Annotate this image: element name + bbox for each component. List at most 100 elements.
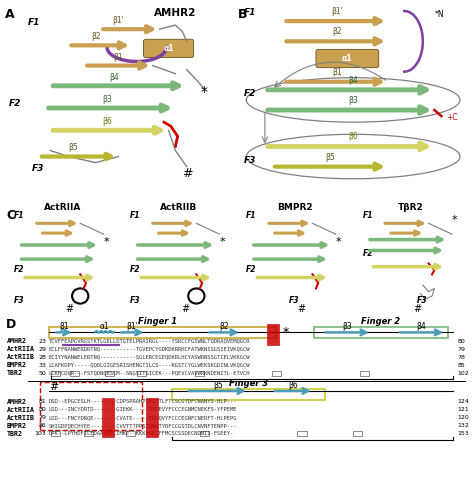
Text: β1': β1' — [331, 7, 343, 16]
Text: β6: β6 — [288, 381, 298, 390]
Text: AMHR2: AMHR2 — [7, 399, 27, 405]
Bar — [84, 431, 93, 436]
Text: β1: β1 — [332, 68, 342, 77]
Text: LCAFKDPY-----QQDLGIGESRISHENGTILCS----KGSTCYGLWEKSKGDINLVKQGCW: LCAFKDPY-----QQDLGIGESRISHENGTILCS----KG… — [49, 363, 250, 368]
Text: 120: 120 — [457, 415, 469, 420]
Text: *: * — [219, 237, 225, 247]
Text: β1': β1' — [113, 16, 124, 25]
Text: F1: F1 — [130, 211, 141, 220]
Text: Finger 1: Finger 1 — [138, 317, 178, 325]
Text: β5: β5 — [325, 152, 335, 162]
Text: ECLFFNANWERDRTNQ-----------TGVEPCYGDKDKRRHCFATWKNISGSIEIVKQGCW: ECLFFNANWERDRTNQ-----------TGVEPCYGDKDKR… — [49, 347, 250, 352]
Text: F1: F1 — [246, 211, 257, 220]
Bar — [146, 398, 158, 437]
FancyBboxPatch shape — [144, 39, 193, 58]
Text: F2: F2 — [244, 89, 256, 98]
Text: DSD--EPGCESLH--------CDPSPRAHPSPGSTLFTCSCGTDFCNANYS-HLP---: DSD--EPGCESLH--------CDPSPRAHPSPGSTLFTCS… — [49, 399, 237, 404]
Text: 81: 81 — [39, 399, 46, 404]
Text: ActRIIB: ActRIIB — [160, 203, 198, 212]
FancyBboxPatch shape — [316, 49, 379, 68]
Text: F2: F2 — [9, 99, 22, 108]
Text: F3: F3 — [417, 295, 428, 305]
Bar — [105, 371, 114, 376]
Text: F1: F1 — [363, 211, 373, 220]
Text: *: * — [452, 215, 457, 225]
Text: β1: β1 — [114, 53, 123, 62]
Text: 132: 132 — [457, 423, 470, 428]
Text: β5: β5 — [214, 381, 223, 390]
Text: #: # — [182, 167, 193, 180]
Text: α1: α1 — [342, 54, 353, 63]
Text: *: * — [336, 237, 341, 247]
Text: β4: β4 — [417, 322, 426, 331]
Text: SHIGDPQECHYEE--------CVVTTTPPSIQNGTYRFCCGSTDLCNVNFTENPP---: SHIGDPQECHYEE--------CVVTTTPPSIQNGTYRFCC… — [49, 423, 237, 428]
Text: 103: 103 — [35, 431, 46, 436]
Text: DPK--LPYHDFILEDAASPKCIMKE--KKKPGETFFMCSCSSDECNDNII-FSEEY-: DPK--LPYHDFILEDAASPKCIMKE--KKKPGETFFMCSC… — [49, 431, 234, 436]
Text: #: # — [297, 304, 306, 314]
Text: β3: β3 — [342, 322, 352, 331]
Text: 28: 28 — [39, 355, 46, 360]
Bar — [49, 327, 276, 338]
Text: β1': β1' — [127, 322, 138, 331]
Text: β2: β2 — [332, 27, 342, 36]
Bar — [172, 389, 325, 400]
Text: *N: *N — [434, 10, 444, 19]
Text: F3: F3 — [14, 295, 25, 305]
Text: F3: F3 — [130, 295, 141, 305]
Text: α1: α1 — [164, 44, 174, 53]
Text: F3: F3 — [32, 164, 45, 173]
Text: AMHR2: AMHR2 — [7, 338, 27, 344]
Text: β2: β2 — [91, 33, 100, 41]
Text: LCKFCDVR---FSTQDNQKSCM--SNGSITSICEK---PQEVCVAVWRKNDENITL-ETVCH: LCKFCDVR---FSTQDNQKSCM--SNGSITSICEK---PQ… — [49, 371, 250, 376]
Text: β3: β3 — [102, 95, 112, 104]
Text: α1: α1 — [100, 322, 109, 331]
Text: *: * — [283, 326, 289, 339]
Text: F3: F3 — [244, 156, 256, 165]
Bar — [39, 382, 142, 430]
Text: β1: β1 — [59, 322, 69, 331]
Text: F2: F2 — [363, 249, 373, 258]
Text: +C: +C — [446, 113, 458, 122]
Text: ActRIIB: ActRIIB — [7, 415, 35, 421]
Text: F2: F2 — [14, 265, 25, 274]
Bar — [267, 323, 279, 345]
Text: D: D — [6, 318, 17, 331]
Text: C: C — [6, 209, 15, 222]
Text: A: A — [5, 8, 15, 21]
Bar — [314, 327, 448, 338]
Text: 79: 79 — [457, 347, 465, 352]
Text: β4: β4 — [348, 76, 358, 85]
Text: Finger 3: Finger 3 — [229, 379, 268, 387]
Text: *: * — [201, 85, 208, 99]
Text: 124: 124 — [457, 399, 470, 404]
Text: F2: F2 — [130, 265, 141, 274]
Text: F1: F1 — [27, 18, 40, 27]
Text: 29: 29 — [38, 347, 46, 352]
Bar — [195, 371, 204, 376]
Text: 50: 50 — [39, 371, 46, 376]
Text: β4: β4 — [109, 73, 119, 82]
Bar — [102, 398, 114, 437]
Text: β5: β5 — [68, 143, 78, 152]
Text: 23: 23 — [38, 339, 46, 344]
Text: BMPR2: BMPR2 — [7, 423, 27, 428]
Text: #: # — [181, 304, 190, 314]
Text: #: # — [49, 383, 58, 392]
Bar — [51, 371, 61, 376]
Text: #: # — [413, 304, 422, 314]
Text: 153: 153 — [457, 431, 469, 436]
Text: F2: F2 — [246, 265, 257, 274]
Text: F3: F3 — [289, 295, 300, 305]
Bar — [126, 431, 135, 436]
Text: ActRIIA: ActRIIA — [7, 346, 35, 352]
Text: TBR2: TBR2 — [7, 370, 23, 376]
Bar — [137, 371, 146, 376]
Text: TβR2: TβR2 — [398, 203, 424, 212]
Text: 85: 85 — [457, 363, 465, 368]
Text: β6: β6 — [102, 117, 112, 126]
Text: 80: 80 — [39, 407, 46, 412]
Text: ECIYYNANWELERTNQ-----------SGLERCEGEQDKRLHCYASWRNSSGTIELVKKGCW: ECIYYNANWELERTNQ-----------SGLERCEGEQDKR… — [49, 355, 250, 360]
Bar — [51, 431, 61, 436]
Text: 102: 102 — [457, 371, 469, 376]
Text: 80: 80 — [457, 339, 465, 344]
